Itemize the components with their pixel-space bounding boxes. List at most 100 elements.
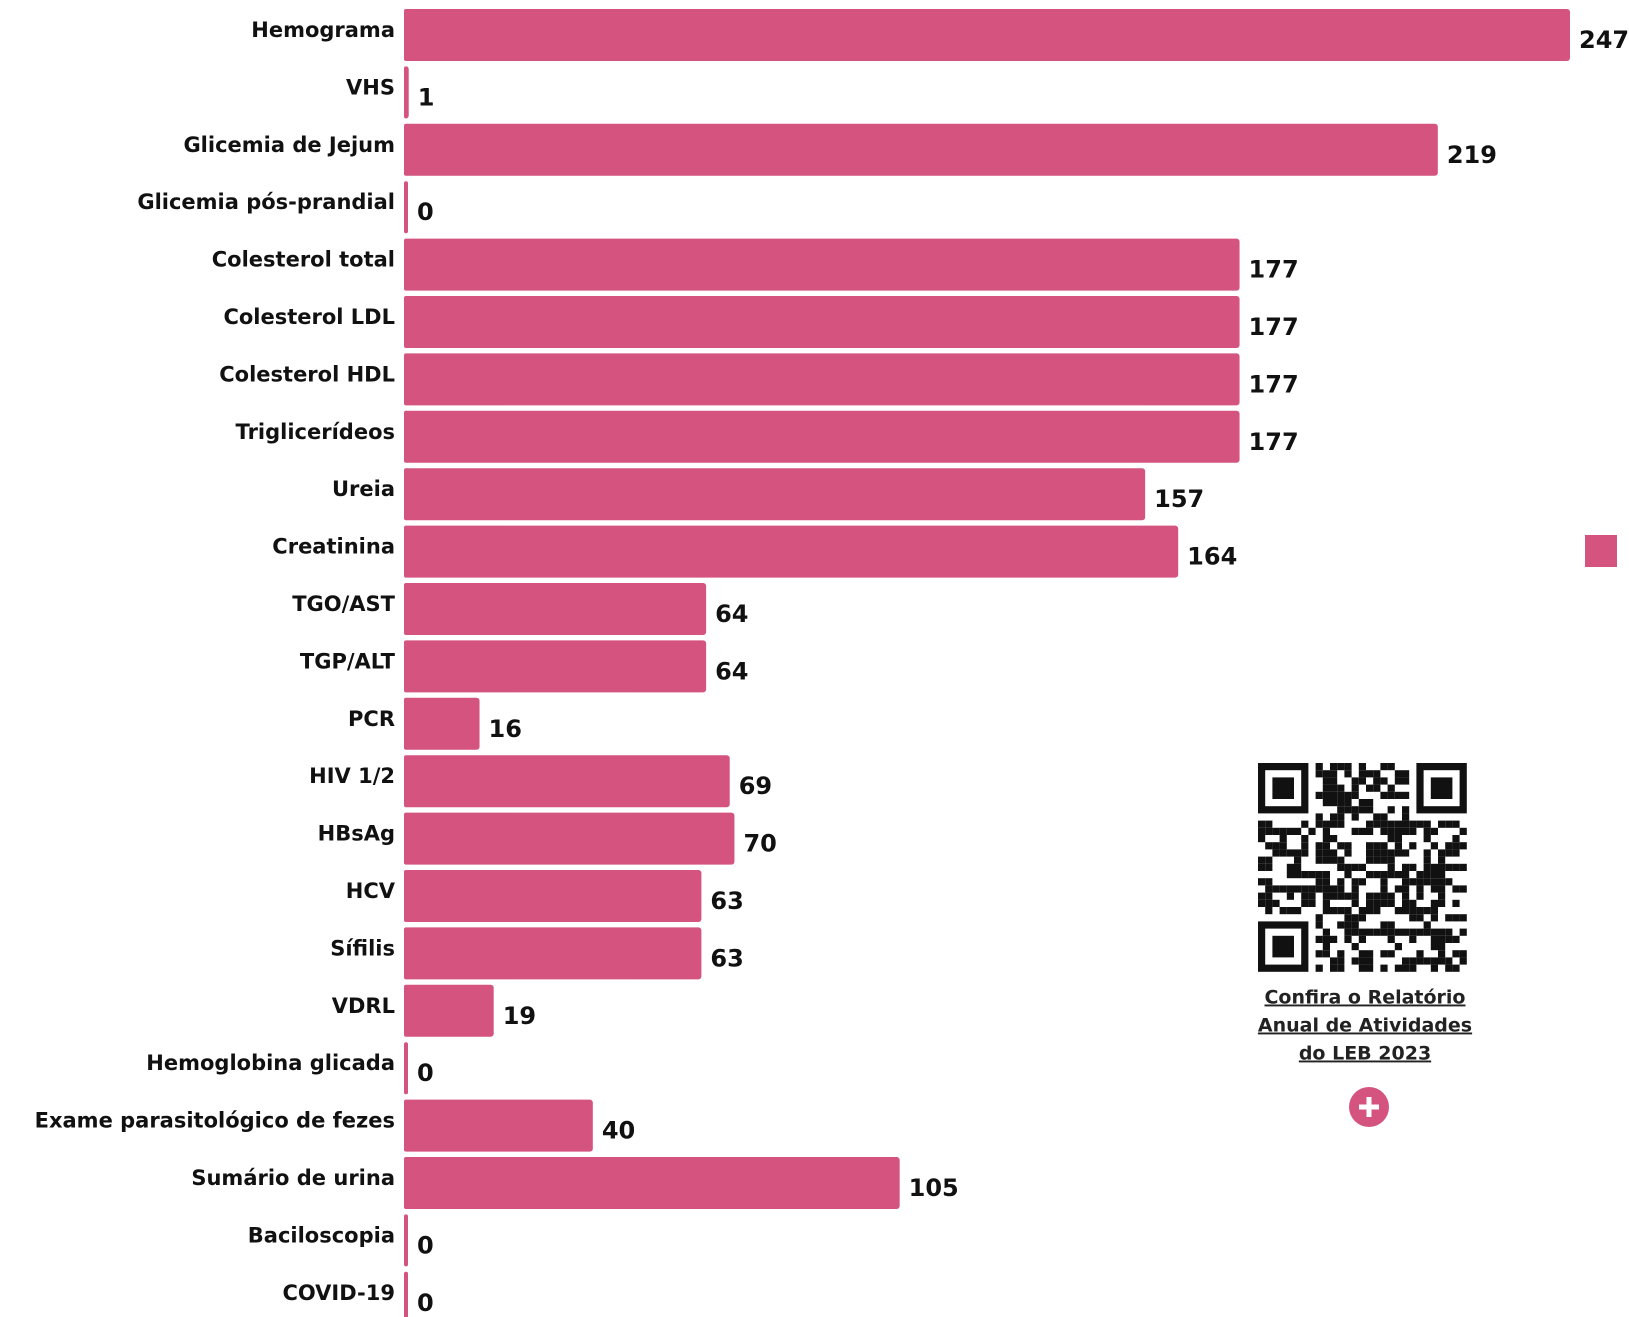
qr-module — [1438, 899, 1446, 907]
qr-module — [1416, 950, 1424, 958]
qr-module — [1387, 871, 1395, 879]
qr-module — [1387, 921, 1395, 929]
qr-module — [1387, 849, 1395, 857]
qr-module — [1416, 885, 1424, 893]
link-text[interactable]: Anual de Atividades — [1258, 1015, 1472, 1037]
qr-module — [1387, 827, 1395, 835]
qr-module — [1258, 878, 1266, 886]
qr-module — [1315, 935, 1323, 943]
qr-module — [1402, 863, 1410, 871]
qr-module — [1394, 928, 1402, 936]
qr-module — [1438, 856, 1446, 864]
qr-module — [1402, 770, 1410, 778]
qr-module — [1351, 885, 1359, 893]
qr-module — [1380, 892, 1388, 900]
qr-module — [1351, 914, 1359, 922]
qr-module — [1394, 907, 1402, 915]
qr-module — [1258, 892, 1266, 900]
qr-module — [1394, 849, 1402, 857]
qr-module — [1430, 935, 1438, 943]
qr-module — [1387, 806, 1395, 814]
value-label: 16 — [489, 715, 522, 743]
qr-module — [1366, 784, 1374, 792]
qr-module — [1409, 907, 1417, 915]
qr-module — [1373, 813, 1381, 821]
qr-module — [1337, 885, 1345, 893]
qr-module — [1294, 827, 1302, 835]
qr-module — [1452, 964, 1460, 972]
qr-module — [1452, 885, 1460, 893]
qr-module — [1445, 820, 1453, 828]
qr-module — [1373, 907, 1381, 915]
qr-module — [1438, 863, 1446, 871]
qr-module — [1330, 770, 1338, 778]
qr-module — [1445, 842, 1453, 850]
qr-module — [1258, 856, 1266, 864]
qr-module — [1380, 856, 1388, 864]
qr-module — [1380, 950, 1388, 958]
qr-module — [1258, 899, 1266, 907]
qr-module — [1330, 777, 1338, 785]
qr-module — [1330, 885, 1338, 893]
qr-module — [1409, 957, 1417, 965]
qr-module — [1330, 763, 1338, 771]
category-label: Triglicerídeos — [236, 420, 395, 444]
qr-module — [1337, 842, 1345, 850]
qr-module — [1416, 928, 1424, 936]
category-label: COVID-19 — [282, 1281, 395, 1305]
qr-module — [1430, 871, 1438, 879]
link-text[interactable]: Confira o Relatório — [1264, 987, 1465, 1009]
qr-module — [1366, 849, 1374, 857]
qr-module — [1366, 856, 1374, 864]
qr-module — [1351, 943, 1359, 951]
link-text[interactable]: do LEB 2023 — [1299, 1043, 1431, 1065]
qr-module — [1337, 921, 1345, 929]
value-label: 177 — [1249, 256, 1299, 284]
qr-module — [1416, 907, 1424, 915]
qr-module — [1380, 820, 1388, 828]
qr-module — [1272, 849, 1280, 857]
qr-module — [1344, 914, 1352, 922]
qr-module — [1423, 856, 1431, 864]
qr-module — [1394, 791, 1402, 799]
qr-module — [1438, 871, 1446, 879]
qr-module — [1279, 849, 1287, 857]
qr-module — [1265, 907, 1273, 915]
qr-module — [1366, 842, 1374, 850]
qr-module — [1265, 820, 1273, 828]
category-label: Hemograma — [251, 18, 395, 42]
qr-module — [1387, 928, 1395, 936]
qr-module — [1351, 791, 1359, 799]
qr-module — [1337, 820, 1345, 828]
qr-module — [1445, 849, 1453, 857]
category-label: Glicemia de Jejum — [183, 133, 395, 157]
qr-module — [1351, 827, 1359, 835]
qr-module — [1409, 935, 1417, 943]
qr-module — [1286, 871, 1294, 879]
qr-module — [1344, 892, 1352, 900]
bar — [404, 66, 409, 119]
qr-module — [1409, 878, 1417, 886]
qr-module — [1344, 799, 1352, 807]
qr-module — [1423, 820, 1431, 828]
qr-module — [1337, 813, 1345, 821]
qr-module — [1315, 791, 1323, 799]
qr-module — [1380, 763, 1388, 771]
qr-module — [1452, 899, 1460, 907]
qr-module — [1459, 914, 1467, 922]
category-label: HCV — [346, 879, 396, 903]
qr-module — [1380, 921, 1388, 929]
qr-module — [1344, 871, 1352, 879]
qr-module — [1337, 950, 1345, 958]
bar — [404, 812, 735, 865]
category-label: HBsAg — [318, 822, 395, 846]
qr-module — [1322, 835, 1330, 843]
category-label: Hemoglobina glicada — [146, 1051, 395, 1075]
bar — [404, 410, 1240, 463]
qr-module — [1351, 892, 1359, 900]
qr-module — [1373, 849, 1381, 857]
value-label: 63 — [710, 944, 743, 972]
qr-module — [1430, 943, 1438, 951]
qr-module — [1423, 827, 1431, 835]
qr-module — [1337, 907, 1345, 915]
